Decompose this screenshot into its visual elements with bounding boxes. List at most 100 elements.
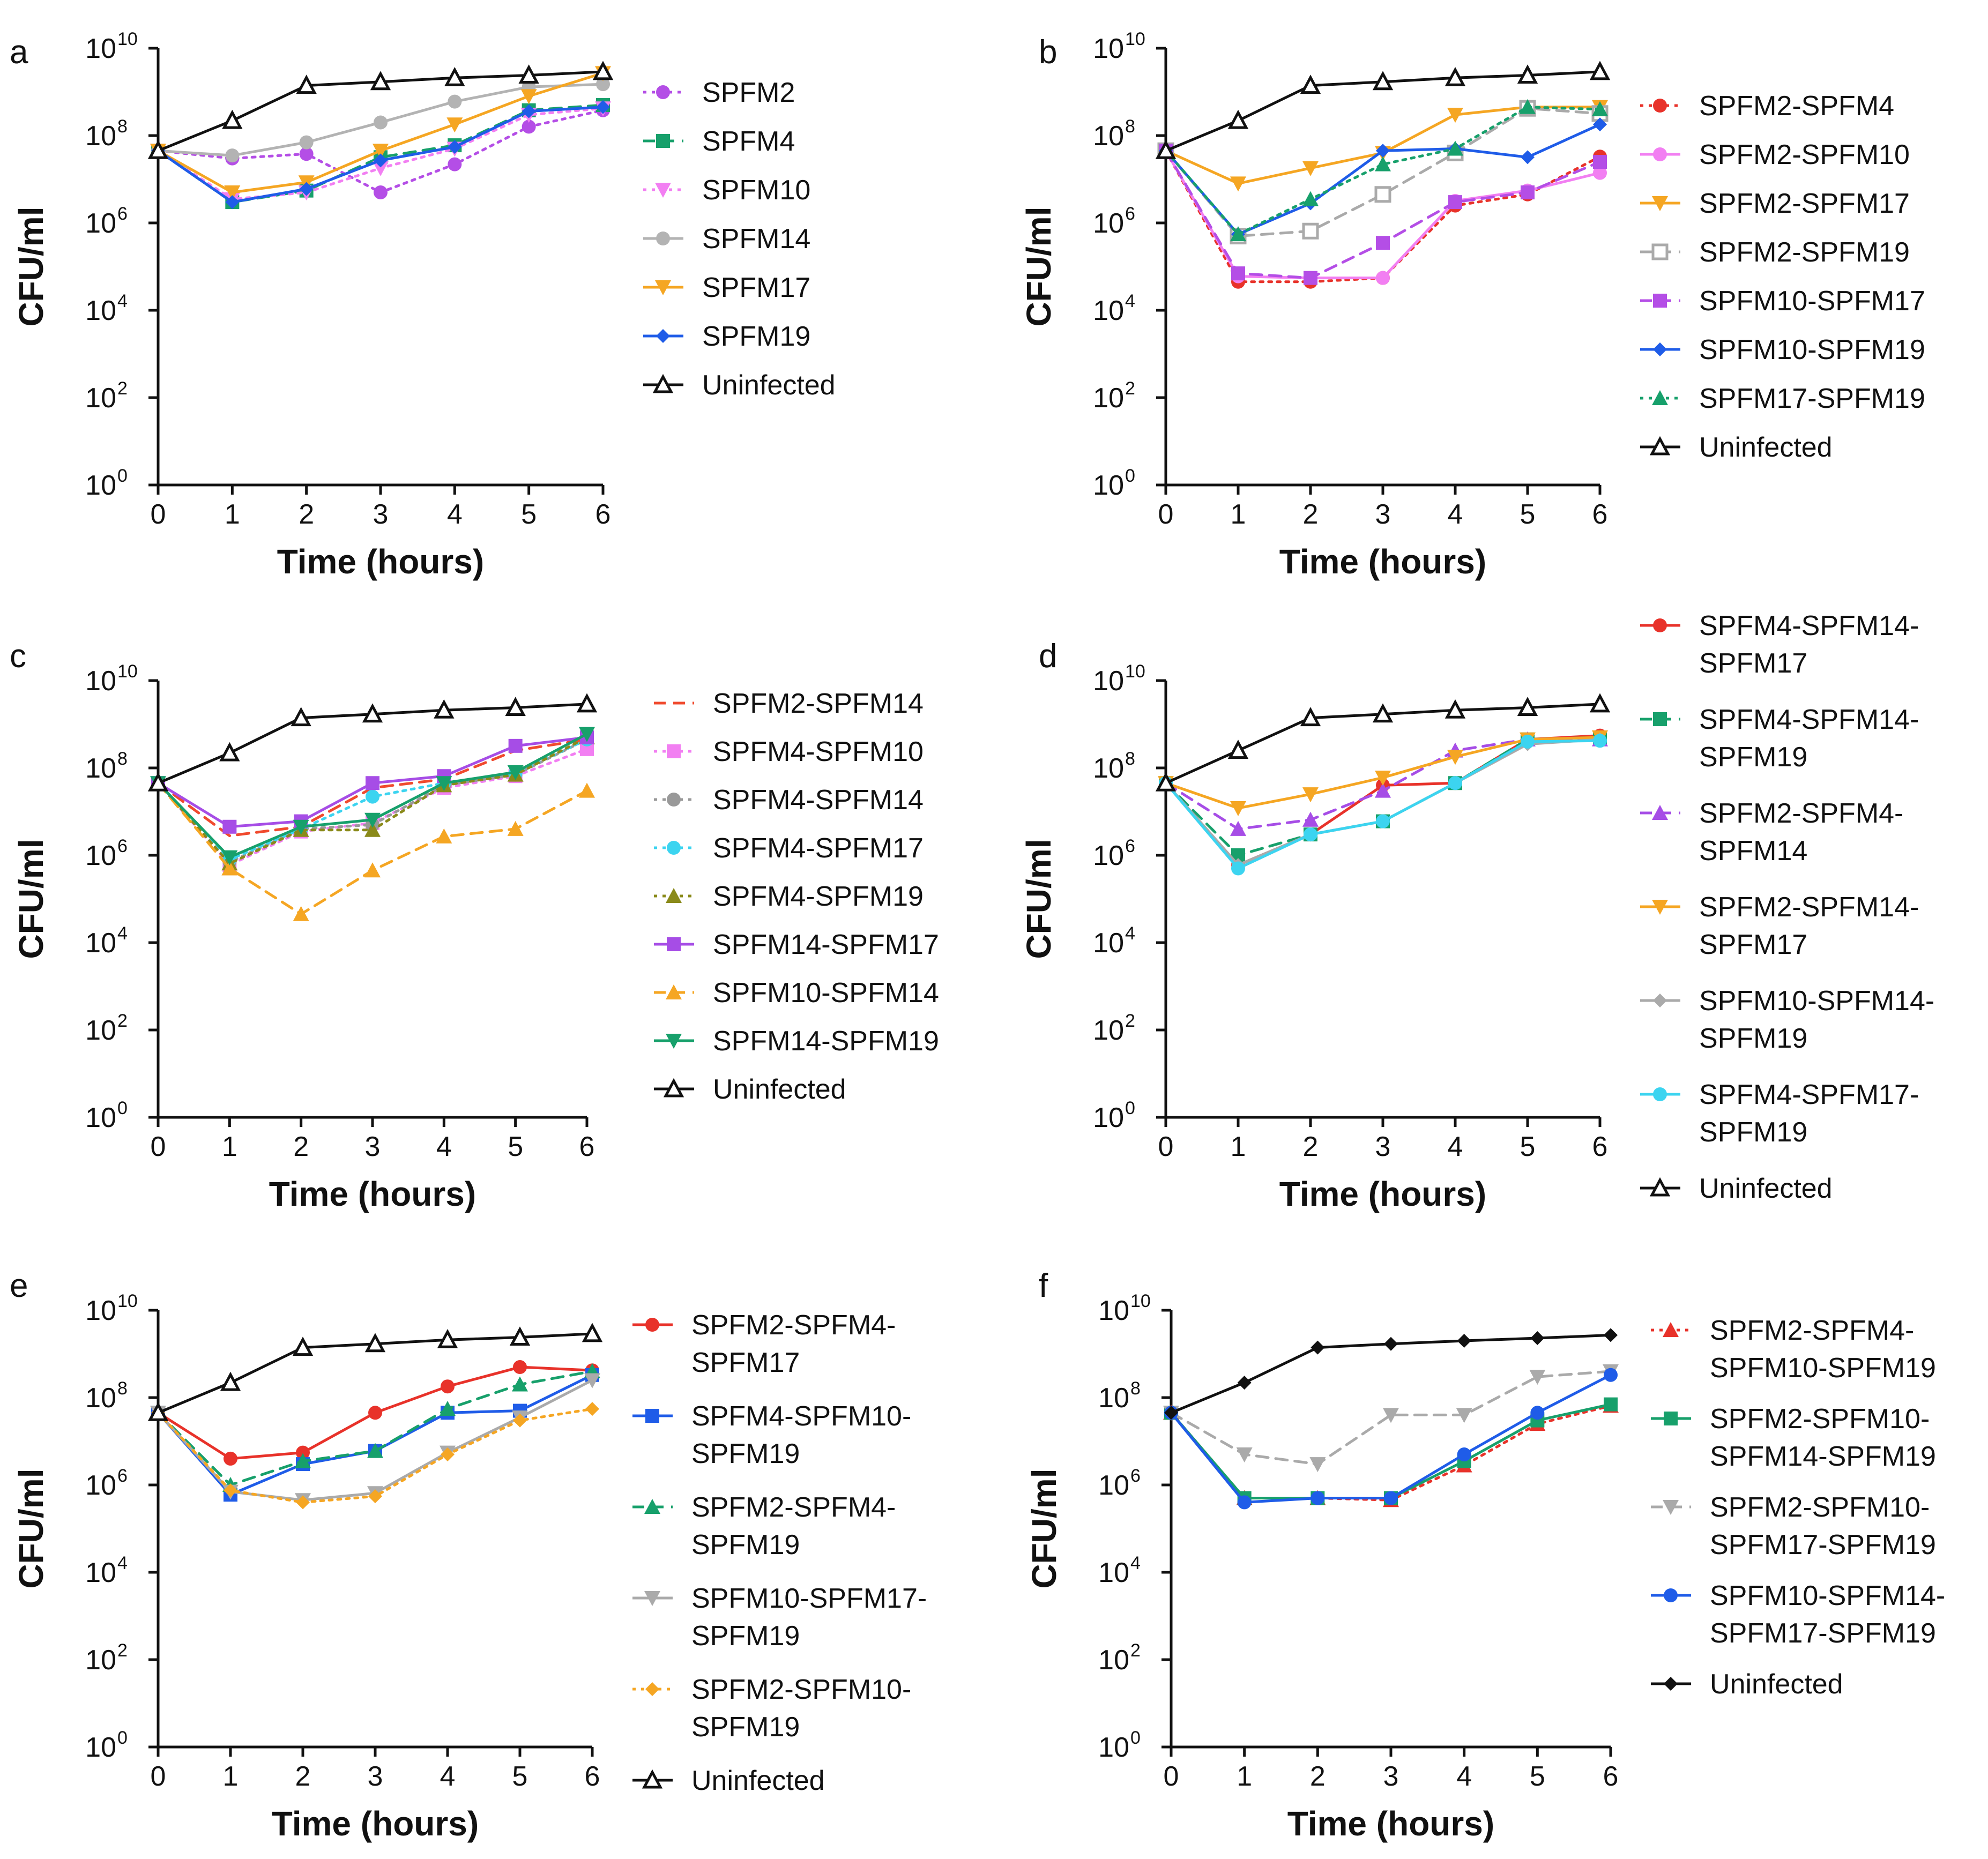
data-point [1302, 161, 1319, 176]
data-point [224, 1451, 237, 1466]
legend-item: SPFM4-SPFM19 [654, 881, 924, 912]
y-tick-base: 10 [85, 666, 116, 697]
x-tick-label: 5 [1530, 1761, 1545, 1792]
x-tick-label: 2 [1303, 1131, 1319, 1162]
data-point [1448, 195, 1462, 210]
data-point [1311, 1340, 1325, 1355]
series-uninfected [1164, 1328, 1618, 1420]
y-tick-base: 10 [85, 1295, 116, 1326]
y-tick-exponent: 8 [117, 1378, 128, 1399]
data-point [364, 862, 381, 878]
x-tick-label: 6 [579, 1131, 595, 1162]
y-tick-base: 10 [1098, 1383, 1129, 1414]
legend-label: SPFM19 [1699, 742, 1807, 773]
legend-swatch-marker [667, 937, 681, 951]
legend-item: SPFM4-SPFM10- SPFM19 [632, 1401, 911, 1469]
legend-label: SPFM19 [691, 1529, 800, 1561]
y-tick-exponent: 0 [117, 1728, 128, 1748]
series-spfm10-spfm14-spfm17-spfm19 [1164, 1368, 1618, 1510]
y-tick-exponent: 2 [117, 378, 128, 399]
data-point [366, 776, 379, 790]
y-tick-base: 10 [1093, 928, 1124, 959]
series-spfm2-spfm4-spfm19 [150, 1363, 600, 1492]
y-tick-exponent: 10 [117, 661, 138, 682]
y-tick-base: 10 [1093, 753, 1124, 784]
legend-label: SPFM2-SPFM17 [1699, 188, 1910, 219]
y-tick-base: 10 [1098, 1645, 1129, 1676]
y-tick-exponent: 8 [117, 749, 128, 769]
data-point [1521, 150, 1535, 165]
data-point [367, 1443, 383, 1458]
data-point [299, 135, 314, 150]
legend-label: SPFM10-SPFM14- [1710, 1580, 1945, 1611]
data-point [1230, 226, 1246, 242]
data-point [1236, 1447, 1253, 1463]
legend-label: SPFM10-SPFM19 [1710, 1353, 1936, 1384]
y-tick-base: 10 [1093, 383, 1124, 414]
legend-label: SPFM10-SPFM17 [1699, 286, 1925, 317]
legend-label: SPFM14 [1699, 835, 1807, 867]
y-tick-exponent: 4 [117, 291, 128, 311]
y-axis-title: CFU/ml [1025, 1469, 1063, 1589]
legend-swatch-marker [667, 841, 681, 855]
data-point [225, 195, 240, 210]
panel-label: d [1039, 638, 1057, 675]
series-line [1170, 1373, 1612, 1504]
legend-swatch-marker [666, 888, 682, 903]
x-tick-label: 6 [1592, 1131, 1608, 1162]
legend-swatch-marker [1653, 618, 1667, 632]
data-point [366, 789, 379, 804]
data-point [592, 61, 614, 80]
y-tick-base: 10 [1098, 1295, 1129, 1326]
legend-item: Uninfected [1640, 432, 1833, 463]
legend-label: SPFM2-SPFM4- [691, 1310, 896, 1341]
y-tick-exponent: 4 [1130, 1553, 1141, 1573]
legend-item: SPFM2-SPFM4 [1640, 91, 1894, 122]
legend-label: SPFM10-SPFM19 [1699, 334, 1925, 365]
data-point [1530, 1406, 1545, 1420]
data-point [1230, 820, 1246, 836]
legend-item: SPFM2-SPFM10- SPFM19 [632, 1674, 911, 1743]
legend-label: SPFM2 [702, 77, 795, 108]
legend-label: SPFM14 [702, 223, 810, 255]
data-point [147, 139, 169, 159]
y-tick-base: 10 [85, 1102, 116, 1133]
panel-label: c [10, 638, 26, 675]
legend-label: SPFM10-SPFM14 [713, 977, 939, 1009]
data-point [221, 860, 238, 876]
y-tick-exponent: 0 [1130, 1728, 1141, 1748]
data-point [299, 147, 314, 161]
data-point [1517, 64, 1538, 84]
data-point [1445, 66, 1466, 86]
legend-label: SPFM17 [702, 272, 810, 303]
legend-label: SPFM10 [702, 175, 810, 206]
legend-swatch-marker [656, 329, 670, 343]
series-spfm10-spfm17-spfm19 [150, 1373, 600, 1509]
data-point [596, 77, 610, 92]
data-point [147, 1401, 169, 1421]
data-point [1604, 1328, 1618, 1342]
y-tick-base: 10 [85, 208, 116, 239]
legend-label: SPFM4 [702, 126, 795, 157]
legend-label: SPFM14-SPFM17 [713, 929, 939, 960]
legend-label: SPFM2-SPFM14 [713, 688, 924, 719]
legend-label: SPFM2-SPFM14- [1699, 892, 1919, 923]
data-point [1457, 1333, 1471, 1348]
data-point [1592, 101, 1608, 116]
data-point [518, 64, 539, 84]
legend-swatch-marker [1653, 147, 1667, 161]
y-tick-base: 10 [1093, 666, 1124, 697]
y-tick-exponent: 0 [1125, 1098, 1135, 1118]
panel-label: e [10, 1267, 28, 1304]
legend-item: SPFM10 [643, 175, 810, 206]
y-tick-exponent: 6 [117, 1466, 128, 1486]
legend-swatch-marker [644, 1499, 660, 1514]
legend-item: SPFM2-SPFM4- SPFM19 [632, 1492, 896, 1561]
data-point [1302, 811, 1319, 827]
legend-item: SPFM2 [643, 77, 795, 108]
legend-item: SPFM14-SPFM19 [654, 1026, 939, 1057]
data-point [370, 71, 391, 91]
legend-label: SPFM17-SPFM19 [1699, 383, 1925, 414]
data-point [520, 89, 537, 104]
y-tick-exponent: 2 [1130, 1640, 1141, 1661]
